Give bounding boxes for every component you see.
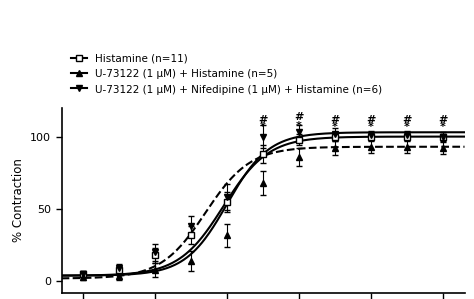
Text: *: * [296, 121, 302, 131]
Text: *: * [260, 122, 266, 132]
Legend: Histamine (n=11), U-73122 (1 μM) + Histamine (n=5), U-73122 (1 μM) + Nifedipine : Histamine (n=11), U-73122 (1 μM) + Hista… [67, 49, 386, 99]
Text: #: # [438, 115, 447, 125]
Text: *: * [332, 122, 338, 132]
Text: *: * [440, 122, 446, 132]
Text: #: # [366, 115, 376, 125]
Text: #: # [330, 115, 340, 125]
Text: #: # [294, 112, 304, 122]
Text: #: # [258, 115, 268, 125]
Text: *: * [404, 122, 410, 132]
Text: #: # [402, 115, 411, 125]
Y-axis label: % Contraction: % Contraction [12, 158, 25, 242]
Text: *: * [368, 122, 374, 132]
